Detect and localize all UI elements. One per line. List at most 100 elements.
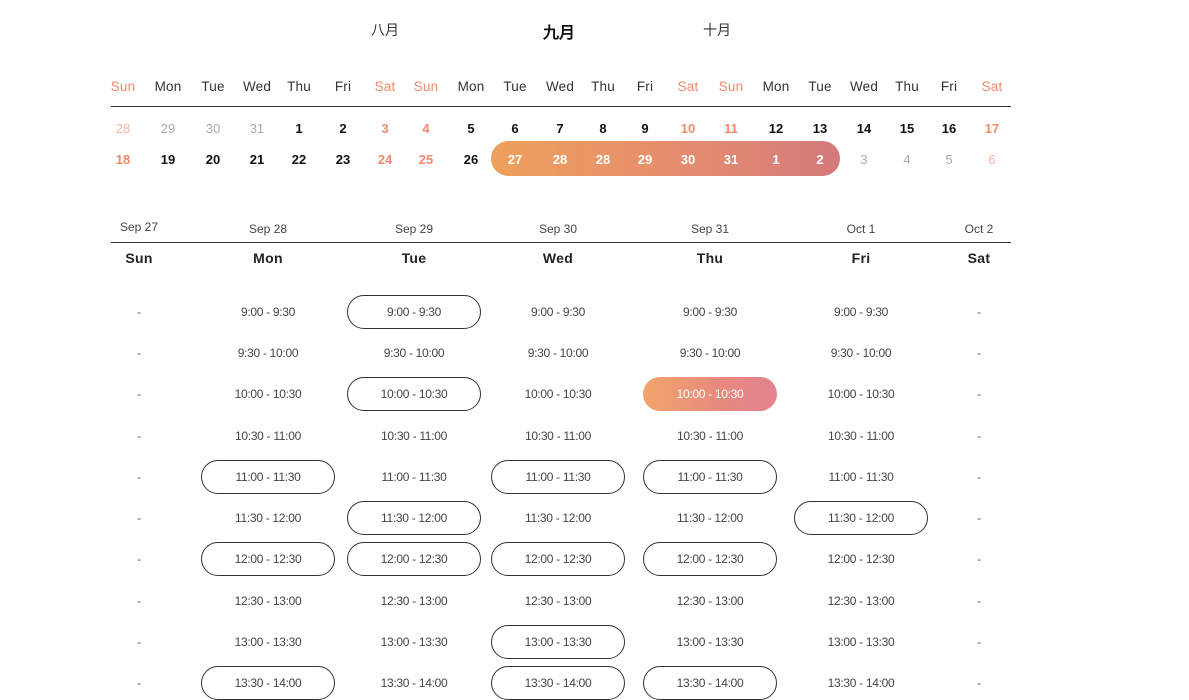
- time-slot[interactable]: 13:00 - 13:30: [380, 635, 448, 649]
- calendar-day[interactable]: 11: [724, 121, 738, 136]
- calendar-day[interactable]: 18: [115, 152, 131, 167]
- calendar-day-selected[interactable]: 2: [816, 152, 824, 167]
- calendar-day[interactable]: 3: [381, 121, 389, 136]
- time-slot[interactable]: 9:00 - 9:30: [240, 305, 296, 319]
- time-slot[interactable]: 11:00 - 11:30: [491, 460, 625, 494]
- time-slot[interactable]: 10:30 - 11:00: [828, 429, 894, 443]
- time-slot[interactable]: 13:00 - 13:30: [827, 635, 895, 649]
- calendar-divider: [111, 106, 1011, 107]
- calendar-day[interactable]: 1: [295, 121, 303, 136]
- time-slot-selected[interactable]: 10:00 - 10:30: [643, 377, 777, 411]
- time-slot[interactable]: 13:30 - 14:00: [827, 676, 895, 690]
- calendar-day[interactable]: 5: [467, 121, 475, 136]
- calendar-day[interactable]: 30: [205, 121, 221, 136]
- time-slot[interactable]: 9:30 - 10:00: [383, 346, 445, 360]
- calendar-day-selected[interactable]: 28: [552, 152, 568, 167]
- calendar-day-selected[interactable]: 29: [637, 152, 653, 167]
- time-slot[interactable]: 12:00 - 12:30: [347, 542, 481, 576]
- time-slot[interactable]: 12:30 - 13:00: [524, 594, 592, 608]
- time-slot[interactable]: 12:00 - 12:30: [643, 542, 777, 576]
- calendar-day[interactable]: 6: [988, 152, 996, 167]
- calendar-day[interactable]: 10: [680, 121, 696, 136]
- calendar-day[interactable]: 17: [984, 121, 1000, 136]
- time-slot[interactable]: 9:00 - 9:30: [530, 305, 586, 319]
- time-slot[interactable]: 10:30 - 11:00: [525, 429, 591, 443]
- time-slot[interactable]: 11:30 - 12:00: [794, 501, 928, 535]
- calendar-day[interactable]: 9: [641, 121, 649, 136]
- calendar-day[interactable]: 29: [160, 121, 176, 136]
- time-slot[interactable]: 11:00 - 11:30: [643, 460, 777, 494]
- time-slot[interactable]: 13:00 - 13:30: [491, 625, 625, 659]
- calendar-day[interactable]: 15: [899, 121, 915, 136]
- calendar-day[interactable]: 7: [556, 121, 564, 136]
- calendar-day[interactable]: 6: [511, 121, 519, 136]
- calendar-day[interactable]: 24: [377, 152, 393, 167]
- time-slot[interactable]: 9:30 - 10:00: [237, 346, 299, 360]
- calendar-day[interactable]: 19: [160, 152, 176, 167]
- time-slot[interactable]: 11:30 - 12:00: [677, 511, 743, 525]
- calendar-day[interactable]: 12: [768, 121, 784, 136]
- calendar-day[interactable]: 23: [335, 152, 351, 167]
- time-slot[interactable]: 13:00 - 13:30: [676, 635, 744, 649]
- calendar-day[interactable]: 25: [418, 152, 434, 167]
- calendar-day[interactable]: 26: [463, 152, 479, 167]
- time-slot[interactable]: 12:30 - 13:00: [676, 594, 744, 608]
- calendar-day[interactable]: 16: [941, 121, 957, 136]
- calendar-day-selected[interactable]: 31: [723, 152, 739, 167]
- weekday-label: Sun: [413, 79, 439, 94]
- calendar-day[interactable]: 13: [812, 121, 828, 136]
- time-slot[interactable]: 12:00 - 12:30: [827, 552, 895, 566]
- calendar-day[interactable]: 31: [249, 121, 265, 136]
- calendar-day[interactable]: 2: [339, 121, 347, 136]
- time-slot[interactable]: 10:30 - 11:00: [677, 429, 743, 443]
- calendar-day-selected[interactable]: 30: [680, 152, 696, 167]
- time-slot[interactable]: 10:30 - 11:00: [235, 429, 301, 443]
- time-slot[interactable]: 11:00 - 11:30: [828, 470, 894, 484]
- weekday-label: Fri: [636, 79, 654, 94]
- time-slot[interactable]: 10:00 - 10:30: [347, 377, 481, 411]
- time-slot[interactable]: 12:00 - 12:30: [201, 542, 335, 576]
- calendar-day[interactable]: 21: [249, 152, 265, 167]
- month-september[interactable]: 九月: [542, 25, 576, 42]
- time-slot[interactable]: 12:30 - 13:00: [380, 594, 448, 608]
- time-slot[interactable]: 11:30 - 12:00: [525, 511, 591, 525]
- time-slot[interactable]: 10:00 - 10:30: [524, 387, 592, 401]
- time-slot[interactable]: 12:00 - 12:30: [491, 542, 625, 576]
- calendar-day-selected[interactable]: 28: [595, 152, 611, 167]
- calendar-day[interactable]: 4: [903, 152, 911, 167]
- calendar-day[interactable]: 5: [945, 152, 953, 167]
- time-slot[interactable]: 11:30 - 12:00: [347, 501, 481, 535]
- time-slot[interactable]: 13:00 - 13:30: [234, 635, 302, 649]
- time-slot[interactable]: 10:00 - 10:30: [827, 387, 895, 401]
- time-slot[interactable]: 9:00 - 9:30: [682, 305, 738, 319]
- time-slot[interactable]: 9:30 - 10:00: [830, 346, 892, 360]
- calendar-day[interactable]: 8: [599, 121, 607, 136]
- time-slot[interactable]: 11:30 - 12:00: [235, 511, 301, 525]
- time-slot[interactable]: 12:30 - 13:00: [827, 594, 895, 608]
- time-slot[interactable]: 9:00 - 9:30: [347, 295, 481, 329]
- calendar-day[interactable]: 22: [291, 152, 307, 167]
- month-august[interactable]: 八月: [371, 22, 399, 38]
- time-slot[interactable]: 10:30 - 11:00: [381, 429, 447, 443]
- time-slot[interactable]: 13:30 - 14:00: [201, 666, 335, 700]
- time-slot[interactable]: 11:00 - 11:30: [381, 470, 447, 484]
- time-slot[interactable]: 11:00 - 11:30: [201, 460, 335, 494]
- time-slot[interactable]: 9:30 - 10:00: [679, 346, 741, 360]
- month-october[interactable]: 十月: [703, 22, 731, 38]
- day-date-label: Sep 30: [538, 222, 578, 236]
- time-slot[interactable]: 9:30 - 10:00: [527, 346, 589, 360]
- calendar-day-selected[interactable]: 27: [507, 152, 523, 167]
- calendar-day[interactable]: 28: [115, 121, 131, 136]
- time-slot[interactable]: 13:30 - 14:00: [643, 666, 777, 700]
- calendar-day[interactable]: 3: [860, 152, 868, 167]
- time-slot[interactable]: 10:00 - 10:30: [234, 387, 302, 401]
- calendar-day[interactable]: 20: [205, 152, 221, 167]
- time-slot[interactable]: 13:30 - 14:00: [380, 676, 448, 690]
- calendar-day[interactable]: 14: [856, 121, 872, 136]
- time-slot[interactable]: 12:30 - 13:00: [234, 594, 302, 608]
- calendar-day-selected[interactable]: 1: [772, 152, 780, 167]
- unavailable-slot: -: [137, 511, 141, 525]
- time-slot[interactable]: 9:00 - 9:30: [833, 305, 889, 319]
- calendar-day[interactable]: 4: [422, 121, 430, 136]
- time-slot[interactable]: 13:30 - 14:00: [491, 666, 625, 700]
